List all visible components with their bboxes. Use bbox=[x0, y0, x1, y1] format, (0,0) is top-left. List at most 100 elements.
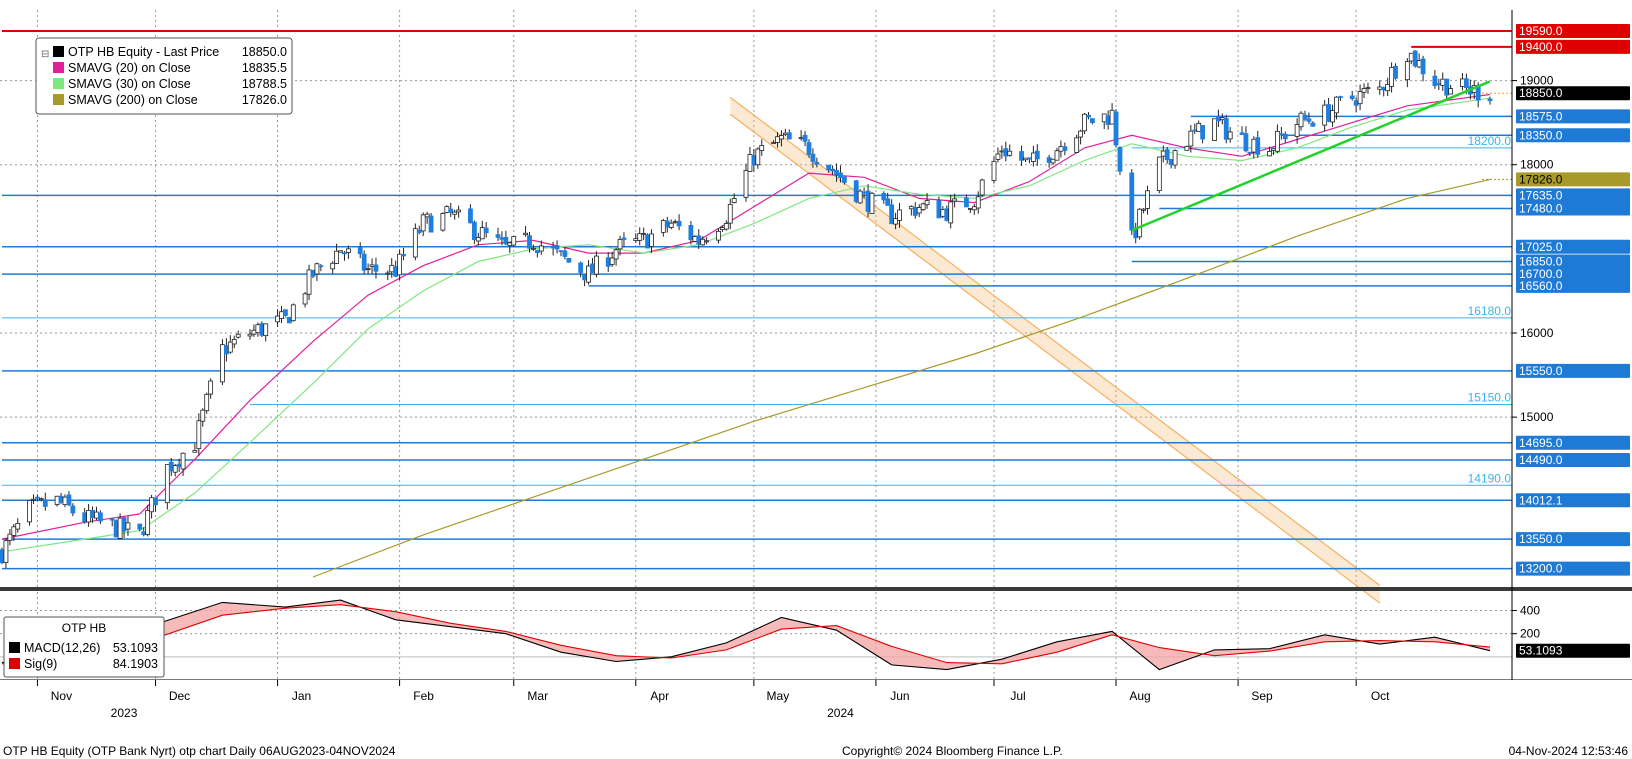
price-bar-body bbox=[747, 154, 753, 172]
year-label: 2024 bbox=[827, 706, 854, 720]
macd-axis-label: 400 bbox=[1520, 604, 1540, 618]
price-bar-body bbox=[1212, 118, 1217, 141]
level-tag-16560.0-bg bbox=[1516, 278, 1630, 293]
date-axis-label: Apr bbox=[650, 689, 669, 703]
price-bar-body bbox=[393, 266, 399, 277]
price-bar-body bbox=[31, 498, 36, 501]
price-bar-body bbox=[731, 198, 737, 203]
support-trendline bbox=[1131, 80, 1491, 232]
sma-line-1 bbox=[1, 93, 1491, 540]
price-bar-body bbox=[251, 329, 257, 335]
legend-value: 18788.5 bbox=[242, 77, 287, 91]
year-label: 2023 bbox=[111, 706, 138, 720]
macd-legend[interactable]: OTP HB MACD(12,26) 53.1093 Sig(9) 84.1903 bbox=[3, 616, 165, 678]
price-bar-body bbox=[1334, 96, 1339, 114]
price-bar-body bbox=[475, 237, 481, 242]
price-bar-body bbox=[1074, 137, 1080, 153]
price-bar-body bbox=[1353, 100, 1359, 106]
footer-timestamp: 04-Nov-2024 12:53:46 bbox=[1508, 744, 1628, 758]
price-bar-body bbox=[314, 263, 320, 275]
price-bar-body bbox=[121, 517, 127, 532]
price-bar-body bbox=[826, 164, 832, 171]
macd-legend-label: Sig(9) bbox=[24, 657, 57, 671]
price-bar-body bbox=[192, 450, 198, 453]
price-bar-body bbox=[204, 393, 210, 412]
price-bar-body bbox=[1196, 122, 1202, 133]
level-label-14190.0: 14190.0 bbox=[1468, 471, 1512, 485]
price-bar-body bbox=[869, 192, 875, 214]
price-bar-body bbox=[664, 220, 670, 228]
price-bar-body bbox=[444, 206, 450, 213]
price-bar-body bbox=[944, 208, 950, 221]
price-bar-body bbox=[912, 206, 918, 216]
price-bar-body bbox=[676, 220, 682, 227]
price-bar-body bbox=[1164, 149, 1170, 161]
price-bar-body bbox=[1019, 151, 1024, 161]
price-bar-body bbox=[499, 237, 505, 240]
price-bar-body bbox=[231, 339, 237, 345]
price-bar-body bbox=[318, 265, 324, 268]
price-bar-body bbox=[940, 209, 946, 217]
price-bar-body bbox=[853, 180, 859, 202]
price-bar-body bbox=[428, 215, 434, 233]
price-bar-body bbox=[830, 168, 836, 172]
price-bar-body bbox=[1082, 113, 1087, 132]
price-axis: 15000 16000 18000 19000 200 400 bbox=[1511, 10, 1554, 680]
price-bar-body bbox=[1046, 157, 1052, 163]
panel-separator-bar bbox=[0, 587, 1632, 591]
price-bar-body bbox=[495, 234, 501, 238]
price-bar-body bbox=[637, 233, 643, 241]
price-bar-body bbox=[11, 526, 17, 536]
price-bar-body bbox=[1436, 83, 1442, 85]
price-bar-body bbox=[999, 150, 1005, 153]
price-bar-body bbox=[1282, 133, 1288, 140]
price-bar-body bbox=[645, 234, 650, 249]
price-bar-body bbox=[550, 246, 556, 249]
price-bar-body bbox=[357, 246, 363, 255]
footer-copyright: Copyright© 2024 Bloomberg Finance L.P. bbox=[842, 744, 1063, 758]
price-bar-body bbox=[401, 254, 406, 257]
macd-value-tag-bg bbox=[1516, 643, 1630, 658]
price-bar-body bbox=[1389, 67, 1394, 87]
price-bar-body bbox=[385, 272, 391, 275]
price-bar-body bbox=[716, 230, 721, 241]
level-tag-14012.1-bg bbox=[1516, 493, 1630, 508]
price-bar-body bbox=[176, 463, 182, 467]
price-bar-body bbox=[975, 196, 981, 209]
price-bar-body bbox=[1487, 98, 1493, 102]
date-axis-label: Sep bbox=[1251, 689, 1273, 703]
price-bar-body bbox=[361, 253, 367, 271]
price-bar-body bbox=[1117, 147, 1123, 172]
price-bar-body bbox=[991, 160, 997, 181]
price-bar-body bbox=[554, 245, 560, 250]
price-bar-body bbox=[1141, 208, 1146, 211]
price-bar-body bbox=[373, 264, 379, 272]
price-bar-body bbox=[220, 344, 225, 383]
price-bar-body bbox=[586, 265, 591, 283]
price-bar-body bbox=[1172, 150, 1178, 166]
price-bar-body bbox=[633, 238, 639, 241]
footer-chart-description: OTP HB Equity (OTP Bank Nyrt) otp chart … bbox=[3, 744, 396, 758]
price-bar-body bbox=[511, 236, 517, 246]
macd-histogram-fill bbox=[2, 600, 1490, 670]
horizontal-levels: 18200.0 16180.0 15150.0 14190.0 bbox=[2, 29, 1512, 570]
price-bar-body bbox=[109, 518, 115, 521]
price-legend[interactable]: ⊟ OTP HB Equity - Last Price 18850.0 SMAVG … bbox=[35, 37, 293, 115]
price-bar-body bbox=[1432, 75, 1438, 87]
macd-legend-value: 84.1903 bbox=[113, 657, 158, 671]
price-bar-body bbox=[223, 345, 229, 355]
price-bar-body bbox=[566, 257, 572, 263]
price-bar-body bbox=[1326, 104, 1332, 122]
price-bar-body bbox=[916, 207, 922, 214]
price-bar-body bbox=[66, 494, 72, 506]
price-bar-body bbox=[90, 509, 95, 518]
price-bar-body bbox=[1463, 78, 1469, 88]
panel-separator[interactable] bbox=[0, 587, 1632, 680]
level-tag-19400.0-bg bbox=[1516, 39, 1630, 54]
price-bar-body bbox=[621, 237, 627, 240]
price-bar-body bbox=[908, 206, 914, 210]
price-bar-body bbox=[562, 250, 568, 257]
price-bar-body bbox=[503, 236, 509, 245]
level-tag-18575.0-bg bbox=[1516, 109, 1630, 124]
price-bars bbox=[0, 50, 1493, 569]
